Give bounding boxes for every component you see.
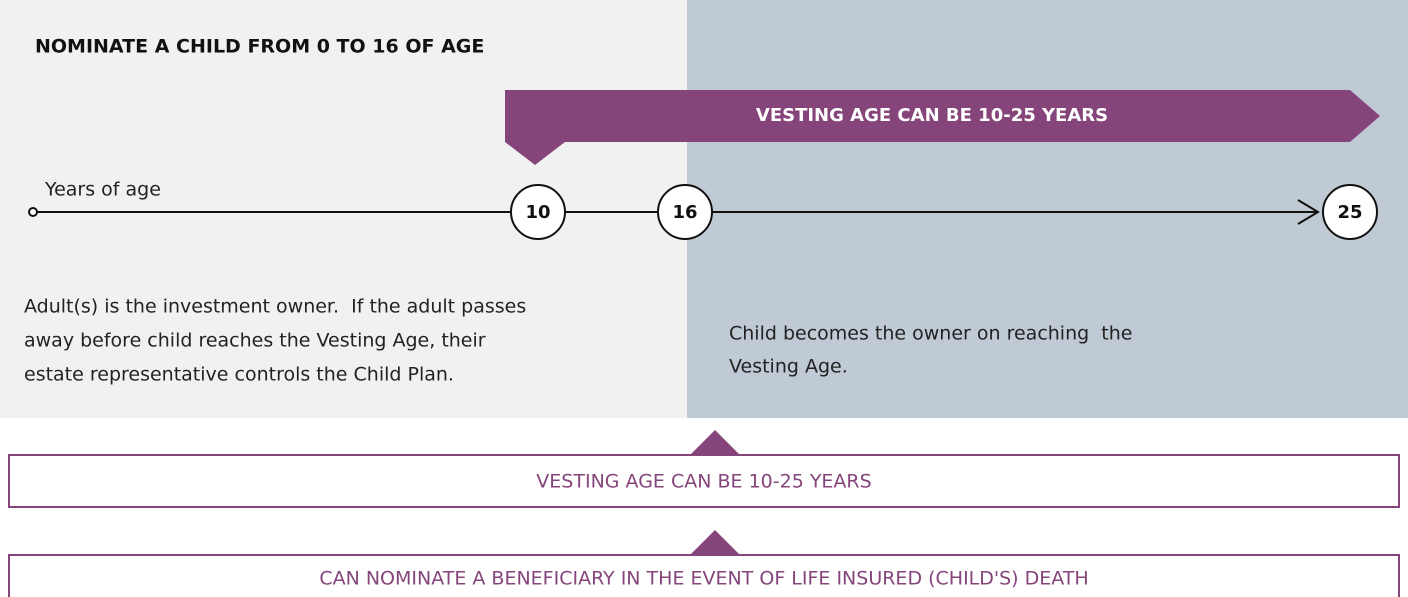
timeline-start xyxy=(28,207,38,217)
marker-circle xyxy=(1322,184,1378,240)
text-line: Vesting Age. xyxy=(729,356,848,378)
box-label: VESTING AGE CAN BE 10-25 YEARS xyxy=(536,471,871,493)
banner-label: VESTING AGE CAN BE 10-25 YEARS xyxy=(756,105,1108,126)
box-label: CAN NOMINATE A BENEFICIARY IN THE EVENT … xyxy=(319,568,1088,590)
axis-label: Years of age xyxy=(44,179,161,201)
markers: 10 16 25 xyxy=(510,184,1378,240)
timeline-arrow xyxy=(1297,199,1320,225)
text-line: away before child reaches the Vesting Ag… xyxy=(24,330,486,352)
title: NOMINATE A CHILD FROM 0 TO 16 OF AGE xyxy=(35,36,484,58)
pointer xyxy=(690,430,740,455)
text-line: Child becomes the owner on reaching the xyxy=(729,323,1132,345)
left-panel xyxy=(0,0,687,418)
marker-circle xyxy=(510,184,566,240)
left-text: Adult(s) is the investment owner. If the… xyxy=(24,296,526,386)
marker-label: 10 xyxy=(525,202,550,223)
box xyxy=(8,554,1400,597)
marker-label: 25 xyxy=(1337,202,1362,223)
pointer xyxy=(690,530,740,555)
right-panel xyxy=(687,0,1408,418)
text-line: estate representative controls the Child… xyxy=(24,364,454,386)
banner xyxy=(505,90,1380,165)
text-line: Adult(s) is the investment owner. If the… xyxy=(24,296,526,318)
box xyxy=(8,454,1400,508)
marker-label: 16 xyxy=(672,202,697,223)
marker-circle xyxy=(657,184,713,240)
right-text: Child becomes the owner on reaching the V… xyxy=(729,323,1132,378)
